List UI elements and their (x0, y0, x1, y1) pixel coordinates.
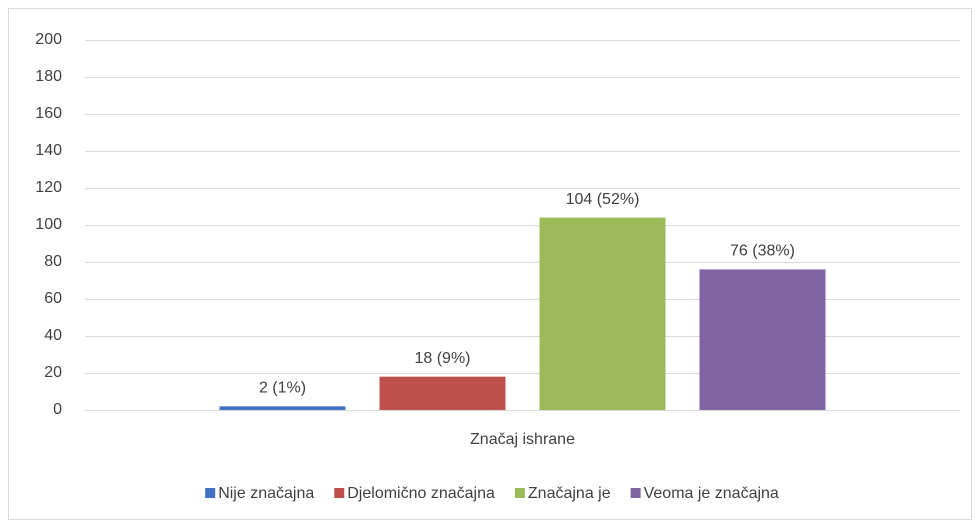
data-label: 76 (38%) (730, 243, 795, 260)
legend-swatch (514, 488, 525, 498)
legend-swatch (205, 488, 216, 498)
bar (219, 406, 346, 410)
y-tick-label: 80 (44, 253, 62, 270)
legend-label: Značajna je (528, 485, 611, 502)
legend-label: Nije značajna (218, 485, 314, 502)
y-tick-label: 40 (44, 327, 62, 344)
data-label: 2 (1%) (259, 380, 306, 397)
y-tick-label: 140 (35, 142, 62, 159)
legend-swatch (334, 488, 345, 498)
y-tick-label: 0 (53, 401, 62, 418)
y-tick-label: 20 (44, 364, 62, 381)
y-tick-label: 180 (35, 68, 62, 85)
y-tick-label: 120 (35, 179, 62, 196)
y-tick-label: 200 (35, 31, 62, 48)
legend-label: Veoma je značajna (644, 485, 779, 502)
bar (539, 217, 666, 410)
y-tick-label: 60 (44, 290, 62, 307)
y-tick-label: 160 (35, 105, 62, 122)
x-tick-label: Značaj ishrane (470, 431, 575, 448)
bar (379, 376, 506, 410)
legend-swatch (630, 488, 641, 498)
bar (699, 269, 826, 410)
data-label: 18 (9%) (414, 350, 470, 367)
chart-border (8, 8, 972, 520)
legend-label: Djelomično značajna (347, 485, 495, 502)
y-tick-label: 100 (35, 216, 62, 233)
data-label: 104 (52%) (566, 191, 640, 208)
